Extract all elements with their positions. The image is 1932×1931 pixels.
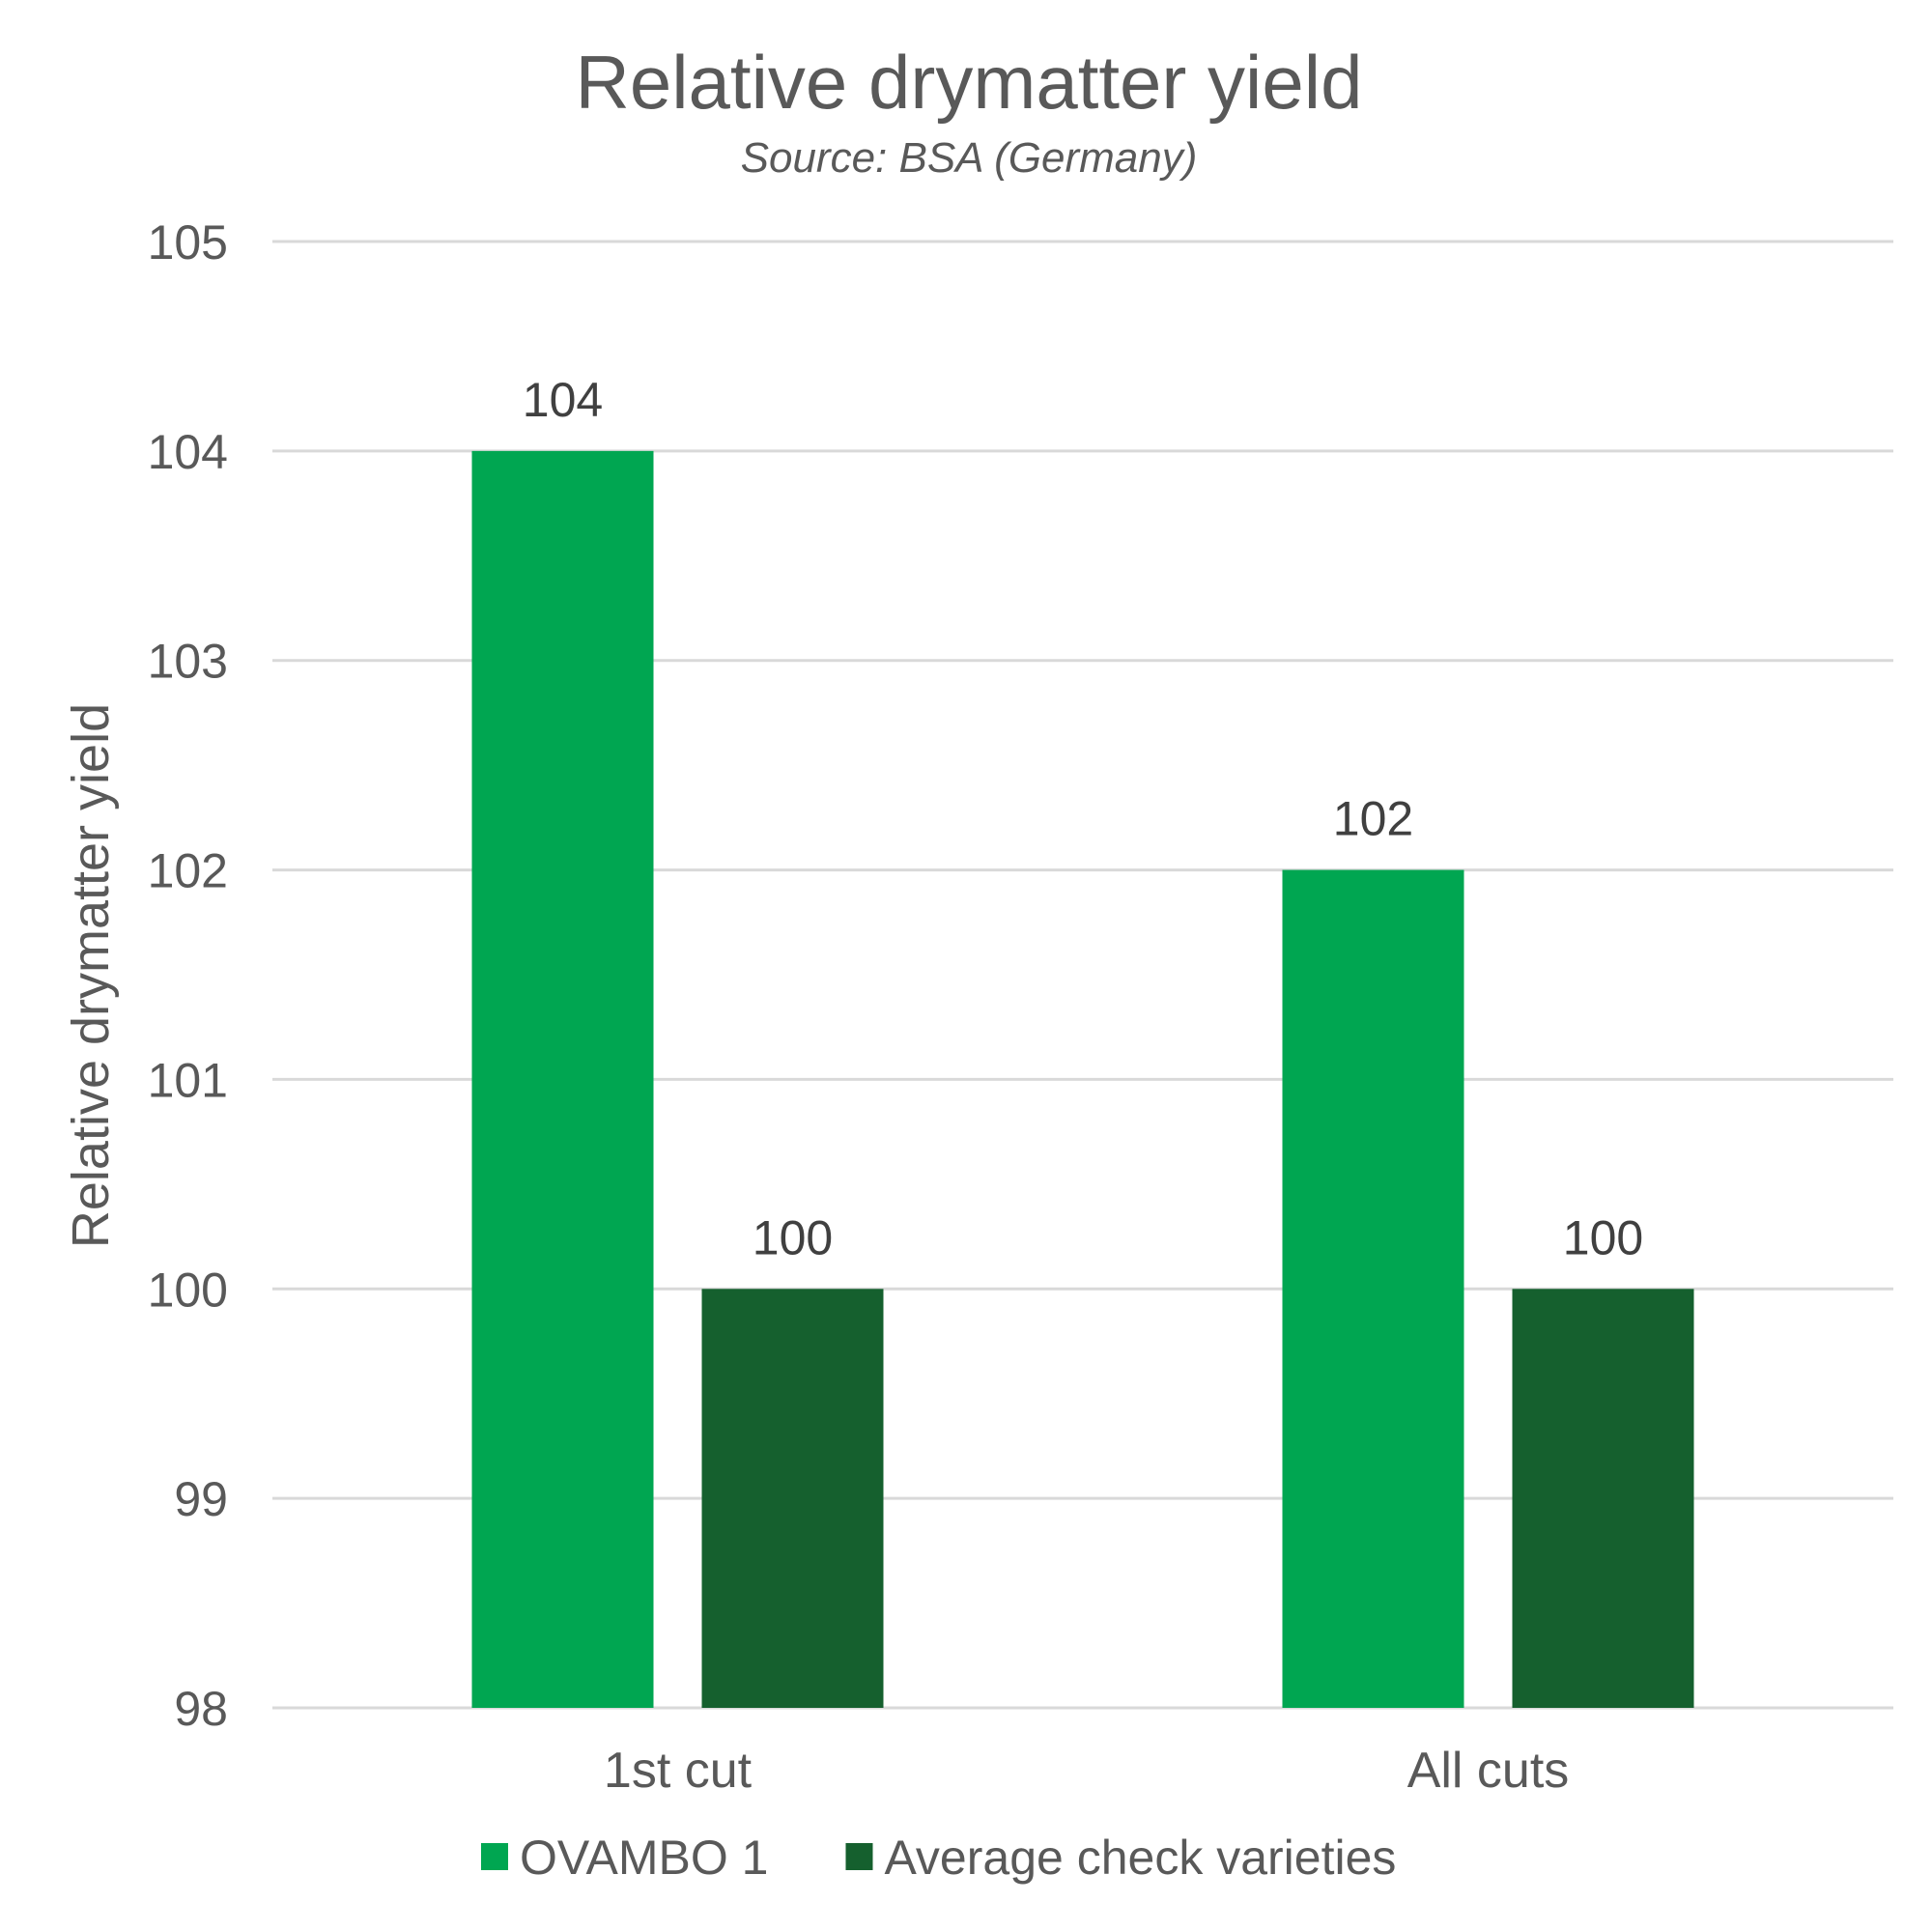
- legend-swatch: [481, 1843, 508, 1870]
- y-axis-ticks: 98 99 100 101 102 103 104 105: [148, 215, 228, 1736]
- legend-swatch: [845, 1843, 873, 1870]
- x-category-label: 1st cut: [604, 1743, 753, 1799]
- bar: [471, 450, 654, 1708]
- data-label: 100: [753, 1210, 833, 1264]
- y-tick-label: 98: [174, 1682, 228, 1736]
- y-tick-label: 99: [174, 1472, 228, 1526]
- bar: [1512, 1289, 1694, 1708]
- y-tick-label: 101: [148, 1053, 228, 1107]
- y-tick-label: 104: [148, 425, 228, 479]
- bar: [1282, 869, 1464, 1708]
- legend-label: OVAMBO 1: [520, 1831, 768, 1885]
- bar: [701, 1289, 884, 1708]
- y-tick-label: 100: [148, 1263, 228, 1317]
- chart-subtitle: Source: BSA (Germany): [741, 134, 1198, 182]
- legend-label: Average check varieties: [884, 1831, 1396, 1885]
- y-tick-label: 102: [148, 844, 228, 898]
- data-labels: 104 100 102 100: [523, 373, 1643, 1264]
- legend: OVAMBO 1 Average check varieties: [481, 1831, 1396, 1885]
- y-tick-label: 105: [148, 215, 228, 270]
- data-label: 104: [523, 373, 603, 427]
- x-category-label: All cuts: [1407, 1743, 1570, 1799]
- bars: [471, 450, 1694, 1708]
- y-tick-label: 103: [148, 635, 228, 689]
- x-axis-categories: 1st cut All cuts: [604, 1743, 1569, 1799]
- data-label: 102: [1333, 792, 1413, 846]
- chart-title: Relative drymatter yield: [576, 40, 1363, 125]
- y-axis-label: Relative drymatter yield: [62, 703, 120, 1248]
- data-label: 100: [1563, 1210, 1643, 1264]
